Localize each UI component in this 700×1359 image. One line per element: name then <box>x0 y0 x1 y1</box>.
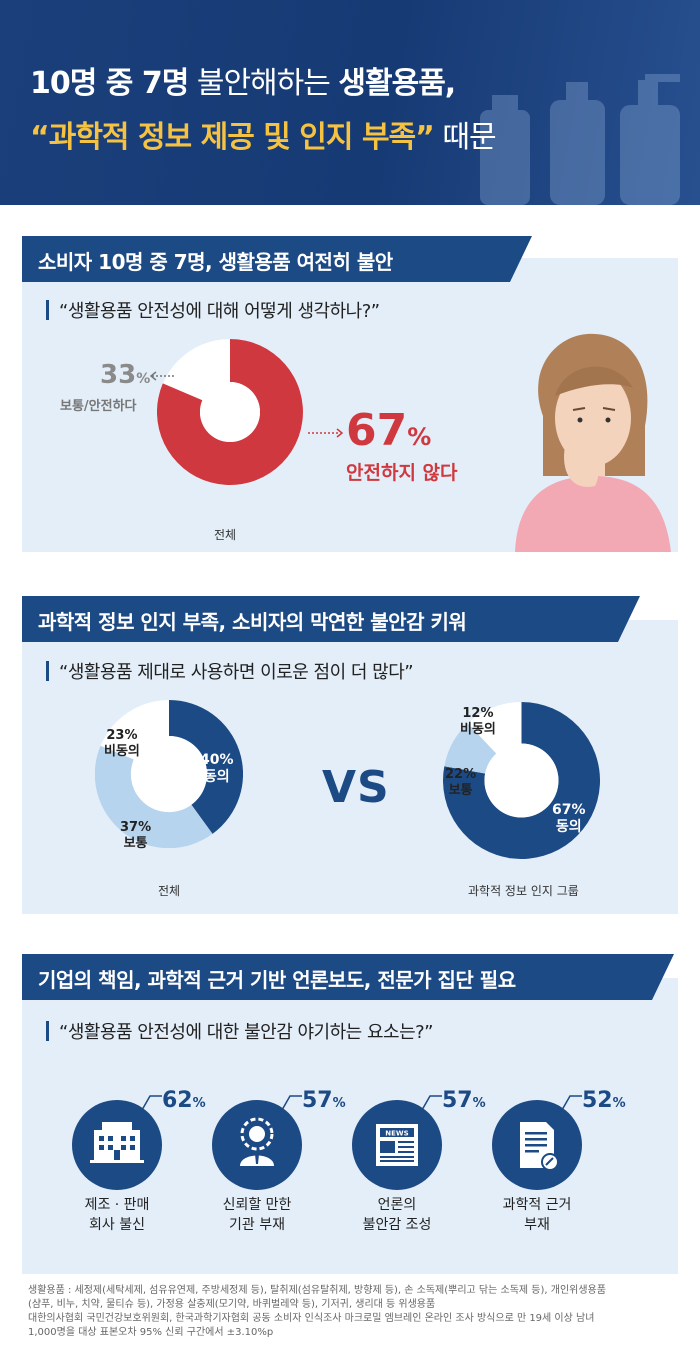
section1-banner: 소비자 10명 중 7명, 생활용품 여전히 불안 <box>22 236 510 282</box>
factor-1-pct: 62% <box>162 1088 206 1113</box>
section1-banner-tip <box>510 236 532 282</box>
newspaper-icon: NEWS <box>376 1124 418 1166</box>
informed-disagree-label: 12% 비동의 <box>460 706 496 737</box>
header-title-line1: 10명 중 7명 불안해하는 생활용품, <box>30 66 456 101</box>
expert-icon <box>240 1117 274 1166</box>
vs-label: VS <box>322 762 390 813</box>
factor-3-pct: 57% <box>442 1088 486 1113</box>
safety-donut-chart <box>157 339 303 485</box>
benefit-donut-informed <box>443 702 600 859</box>
all-neutral-label: 37% 보통 <box>120 820 152 851</box>
factor-4-connector <box>561 1095 582 1111</box>
safe-label: 보통/안전하다 <box>60 399 137 414</box>
unsafe-label: 안전하지 않다 <box>346 462 458 484</box>
building-icon <box>90 1122 144 1163</box>
all-donut-caption: 전체 <box>158 884 181 898</box>
informed-neutral-label: 22% 보통 <box>445 767 477 798</box>
factor-4-label: 과학적 근거 부재 <box>502 1197 572 1233</box>
document-icon <box>520 1122 559 1171</box>
factor-item-4 <box>492 1100 582 1190</box>
factor-item-1 <box>72 1100 162 1190</box>
neutral-slice <box>95 745 213 848</box>
factor-item-3: NEWS <box>352 1100 442 1190</box>
section3-banner: 기업의 책임, 과학적 근거 기반 언론보도, 전문가 집단 필요 <box>22 954 652 1000</box>
informed-agree-label: 67% 동의 <box>552 802 586 835</box>
title-header: 10명 중 7명 불안해하는 생활용품, “과학적 정보 제공 및 인지 부족”… <box>0 0 700 205</box>
section2-banner-tip <box>618 596 640 642</box>
section2-question: “생활용품 제대로 사용하면 이로운 점이 더 많다” <box>46 658 414 684</box>
informed-agree-slice <box>443 702 600 859</box>
factor-2-label: 신뢰할 만한 기관 부재 <box>222 1197 292 1233</box>
worried-woman-illustration <box>515 333 671 552</box>
factor-2-connector <box>281 1095 302 1111</box>
unsafe-pointer-arrow <box>308 428 344 438</box>
factor-2-pct: 57% <box>302 1088 346 1113</box>
section1-question: “생활용품 안전성에 대해 어떻게 생각하나?” <box>46 297 380 323</box>
factor-1-label: 제조 · 판매 회사 불신 <box>84 1197 150 1233</box>
bottles-illustration <box>480 74 680 205</box>
factor-item-2 <box>212 1100 302 1190</box>
benefit-donut-all <box>95 700 243 848</box>
svg-text:NEWS: NEWS <box>385 1130 408 1138</box>
agree-slice <box>169 700 243 834</box>
section2-banner: 과학적 정보 인지 부족, 소비자의 막연한 불안감 키워 <box>22 596 618 642</box>
section3-banner-tip <box>652 954 674 1000</box>
donut-caption-all: 전체 <box>214 528 237 542</box>
all-disagree-label: 23% 비동의 <box>104 728 140 759</box>
factor-3-connector <box>421 1095 442 1111</box>
factor-4-pct: 52% <box>582 1088 626 1113</box>
footnote: 생활용품 : 세정제(세탁세제, 섬유유연제, 주방세정제 등), 탈취제(섬유… <box>28 1285 606 1338</box>
unsafe-pct: 67% <box>346 405 432 456</box>
all-agree-label: 40% 동의 <box>200 752 234 785</box>
informed-donut-caption: 과학적 정보 인지 그룹 <box>468 884 579 898</box>
informed-neutral-slice <box>444 723 497 774</box>
safe-pointer-arrow <box>149 371 176 381</box>
factor-1-connector <box>141 1095 162 1111</box>
section3-question: “생활용품 안전성에 대한 불안감 야기하는 요소는?” <box>46 1018 434 1044</box>
header-title-line2: “과학적 정보 제공 및 인지 부족” 때문 <box>30 120 497 155</box>
factor-3-label: 언론의 불안감 조성 <box>362 1197 432 1233</box>
safe-pct: 33% <box>100 360 151 390</box>
unsafe-slice <box>157 339 303 485</box>
